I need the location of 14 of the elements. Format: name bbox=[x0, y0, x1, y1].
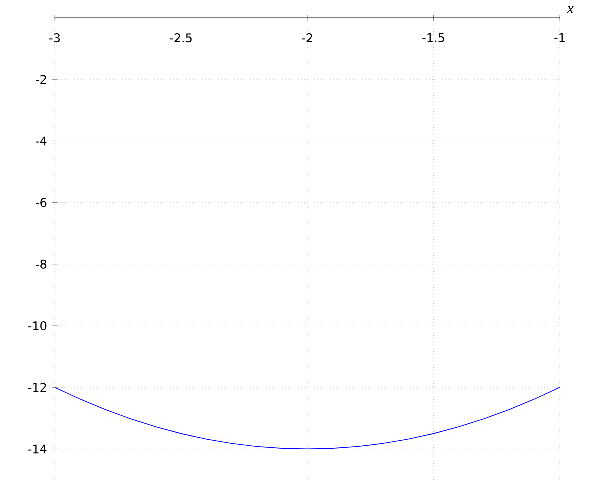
x-tick-label: -2.5 bbox=[170, 34, 192, 43]
y-tick-label: -2 bbox=[36, 75, 46, 84]
y-tick-label: -8 bbox=[36, 260, 47, 269]
x-axis-title: x bbox=[567, 6, 574, 14]
y-tick-label: -14 bbox=[28, 444, 47, 454]
y-tick-label: -10 bbox=[28, 321, 47, 331]
x-tick-label: -3 bbox=[50, 34, 60, 43]
y-tick-label: -12 bbox=[28, 383, 46, 392]
x-tick-label: -1.5 bbox=[422, 34, 444, 42]
y-tick-label: -6 bbox=[36, 198, 47, 208]
y-tick-label: -4 bbox=[36, 136, 47, 146]
x-tick-label: -2 bbox=[302, 34, 312, 42]
line-series bbox=[54, 387, 560, 450]
x-tick-label: -1 bbox=[554, 34, 565, 42]
